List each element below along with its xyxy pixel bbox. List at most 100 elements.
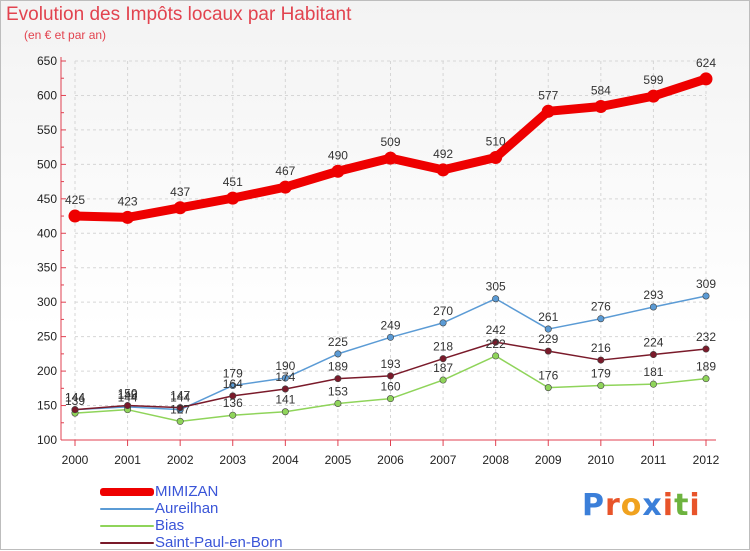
data-point [386, 333, 394, 341]
legend-label: MIMIZAN [155, 483, 219, 500]
legend-label: Bias [155, 517, 185, 534]
logo-letter: x [642, 488, 663, 523]
data-label: 148 [118, 388, 138, 402]
y-tick-label: 350 [37, 261, 57, 275]
data-label: 189 [328, 360, 348, 374]
y-tick-label: 200 [37, 364, 57, 378]
data-label: 242 [486, 323, 506, 337]
data-label: 224 [643, 336, 663, 350]
data-point [439, 376, 447, 384]
data-label: 174 [275, 370, 295, 384]
data-label: 127 [170, 402, 190, 416]
data-point [489, 150, 503, 164]
data-label: 164 [223, 377, 243, 391]
data-point [699, 72, 713, 86]
data-label: 492 [433, 147, 453, 161]
data-label: 136 [223, 396, 243, 410]
data-label: 189 [696, 360, 716, 374]
x-tick-label: 2007 [430, 453, 457, 467]
data-label: 150 [118, 387, 138, 401]
data-point [597, 356, 605, 364]
logo-letter: i [689, 488, 701, 523]
x-tick-label: 2003 [219, 453, 246, 467]
y-tick-label: 500 [37, 157, 57, 171]
data-point [544, 347, 552, 355]
data-label: 425 [65, 193, 85, 207]
data-point [281, 385, 289, 393]
data-point [386, 395, 394, 403]
y-tick-label: 300 [37, 295, 57, 309]
data-point [439, 319, 447, 327]
legend-swatch [100, 525, 154, 527]
x-tick-label: 2000 [62, 453, 89, 467]
x-tick-label: 2005 [325, 453, 352, 467]
data-point [492, 338, 500, 346]
data-point [229, 382, 237, 390]
legend-label: Saint-Paul-en-Born [155, 534, 283, 551]
y-tick-label: 250 [37, 330, 57, 344]
y-tick-label: 550 [37, 123, 57, 137]
data-label: 176 [538, 369, 558, 383]
data-label: 179 [223, 367, 243, 381]
data-point [278, 180, 292, 194]
x-tick-label: 2001 [114, 453, 141, 467]
x-tick-label: 2011 [641, 453, 667, 467]
x-tick-label: 2002 [167, 453, 194, 467]
x-tick-label: 2010 [587, 453, 614, 467]
data-label: 232 [696, 330, 716, 344]
data-label: 624 [696, 56, 716, 70]
data-point [544, 325, 552, 333]
proxiti-logo: Proxiti [582, 488, 701, 523]
data-point [492, 295, 500, 303]
data-label: 490 [328, 148, 348, 162]
x-tick-label: 2009 [535, 453, 562, 467]
data-point [173, 201, 187, 215]
data-point [334, 399, 342, 407]
data-label: 147 [170, 389, 190, 403]
data-label: 451 [223, 175, 243, 189]
data-label: 216 [591, 341, 611, 355]
data-point [226, 191, 240, 205]
logo-letter: t [674, 488, 690, 523]
data-label: 584 [591, 83, 611, 97]
x-tick-label: 2008 [482, 453, 509, 467]
x-tick-label: 2012 [693, 453, 720, 467]
data-label: 270 [433, 304, 453, 318]
data-label: 153 [328, 384, 348, 398]
data-point [597, 315, 605, 323]
data-point [594, 99, 608, 113]
data-point [281, 374, 289, 382]
data-label: 190 [275, 359, 295, 373]
x-tick-label: 2006 [377, 453, 404, 467]
data-label: 309 [696, 277, 716, 291]
data-point [176, 417, 184, 425]
y-tick-label: 450 [37, 192, 57, 206]
data-label: 144 [65, 391, 85, 405]
data-label: 141 [275, 393, 295, 407]
data-point [124, 402, 132, 410]
data-label: 193 [380, 357, 400, 371]
data-label: 577 [538, 88, 558, 102]
legend-swatch [100, 542, 154, 544]
data-label: 222 [486, 337, 506, 351]
data-point [334, 375, 342, 383]
data-point [229, 411, 237, 419]
data-point [702, 292, 710, 300]
x-tick-label: 2004 [272, 453, 299, 467]
data-point [68, 209, 82, 223]
legend-swatch [100, 488, 154, 496]
data-point [71, 406, 79, 414]
data-point [334, 350, 342, 358]
data-label: 218 [433, 340, 453, 354]
y-tick-label: 650 [37, 54, 57, 68]
data-label: 305 [486, 280, 506, 294]
logo-letter: o [620, 488, 643, 523]
data-point [121, 210, 135, 224]
data-label: 423 [118, 194, 138, 208]
legend-label: Aureilhan [155, 500, 219, 517]
data-point [702, 375, 710, 383]
data-label: 599 [643, 73, 663, 87]
data-point [649, 303, 657, 311]
